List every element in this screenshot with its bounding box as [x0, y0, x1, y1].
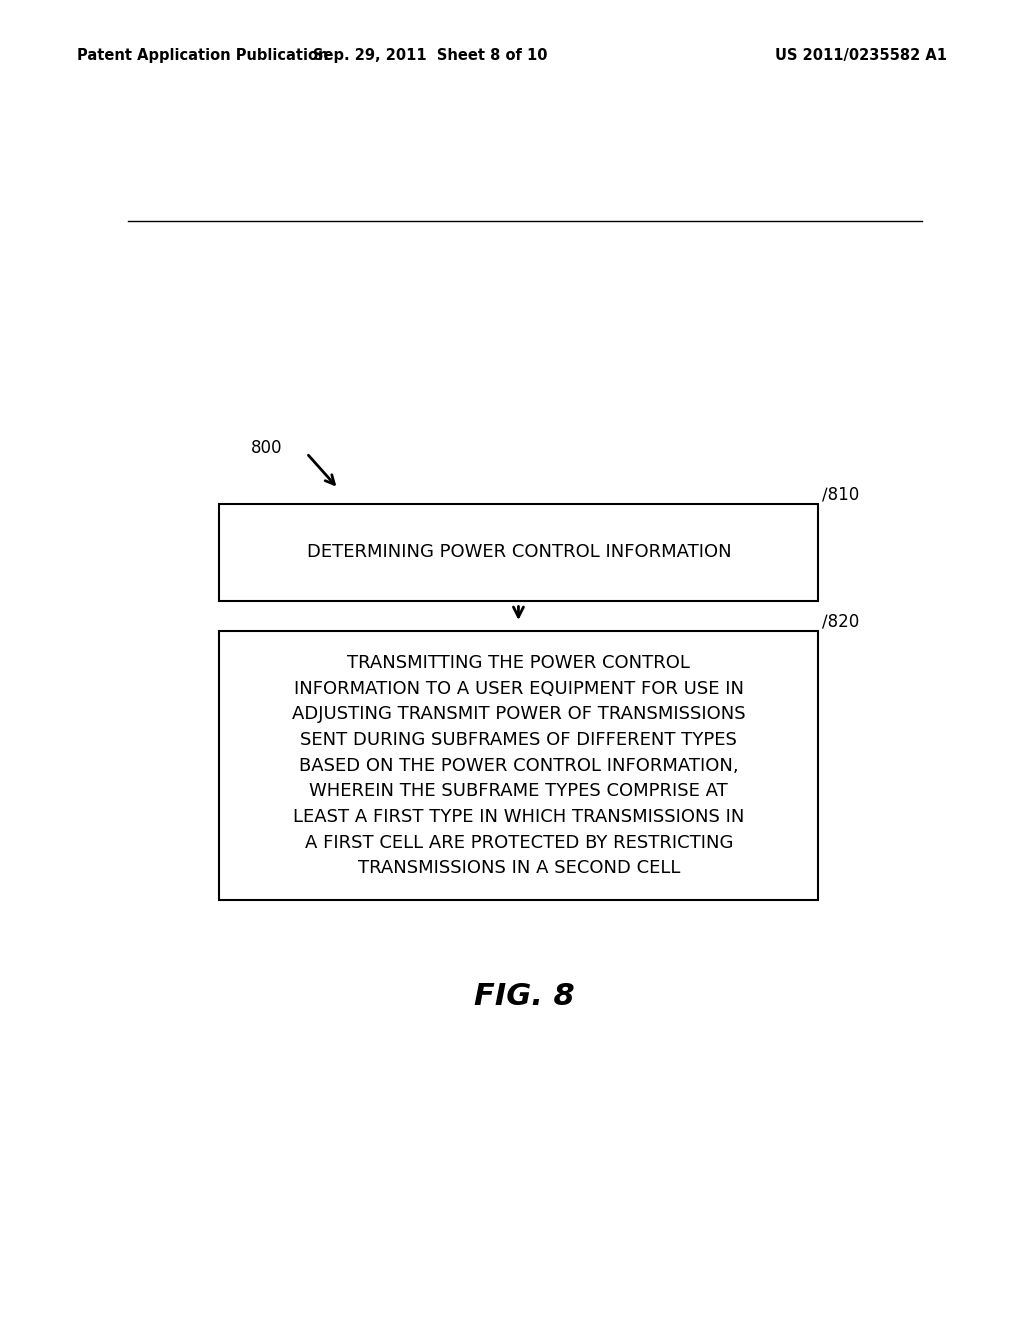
Text: DETERMINING POWER CONTROL INFORMATION: DETERMINING POWER CONTROL INFORMATION [306, 544, 731, 561]
Text: TRANSMITTING THE POWER CONTROL
INFORMATION TO A USER EQUIPMENT FOR USE IN
ADJUST: TRANSMITTING THE POWER CONTROL INFORMATI… [292, 653, 745, 878]
Text: Sep. 29, 2011  Sheet 8 of 10: Sep. 29, 2011 Sheet 8 of 10 [312, 48, 548, 63]
Text: 800: 800 [251, 440, 283, 457]
Text: FIG. 8: FIG. 8 [474, 982, 575, 1011]
Text: ∕810: ∕810 [822, 486, 860, 504]
Bar [219, 631, 818, 900]
Text: Patent Application Publication: Patent Application Publication [77, 48, 329, 63]
Bar [219, 504, 818, 601]
Text: US 2011/0235582 A1: US 2011/0235582 A1 [775, 48, 947, 63]
Text: ∕820: ∕820 [822, 612, 860, 631]
